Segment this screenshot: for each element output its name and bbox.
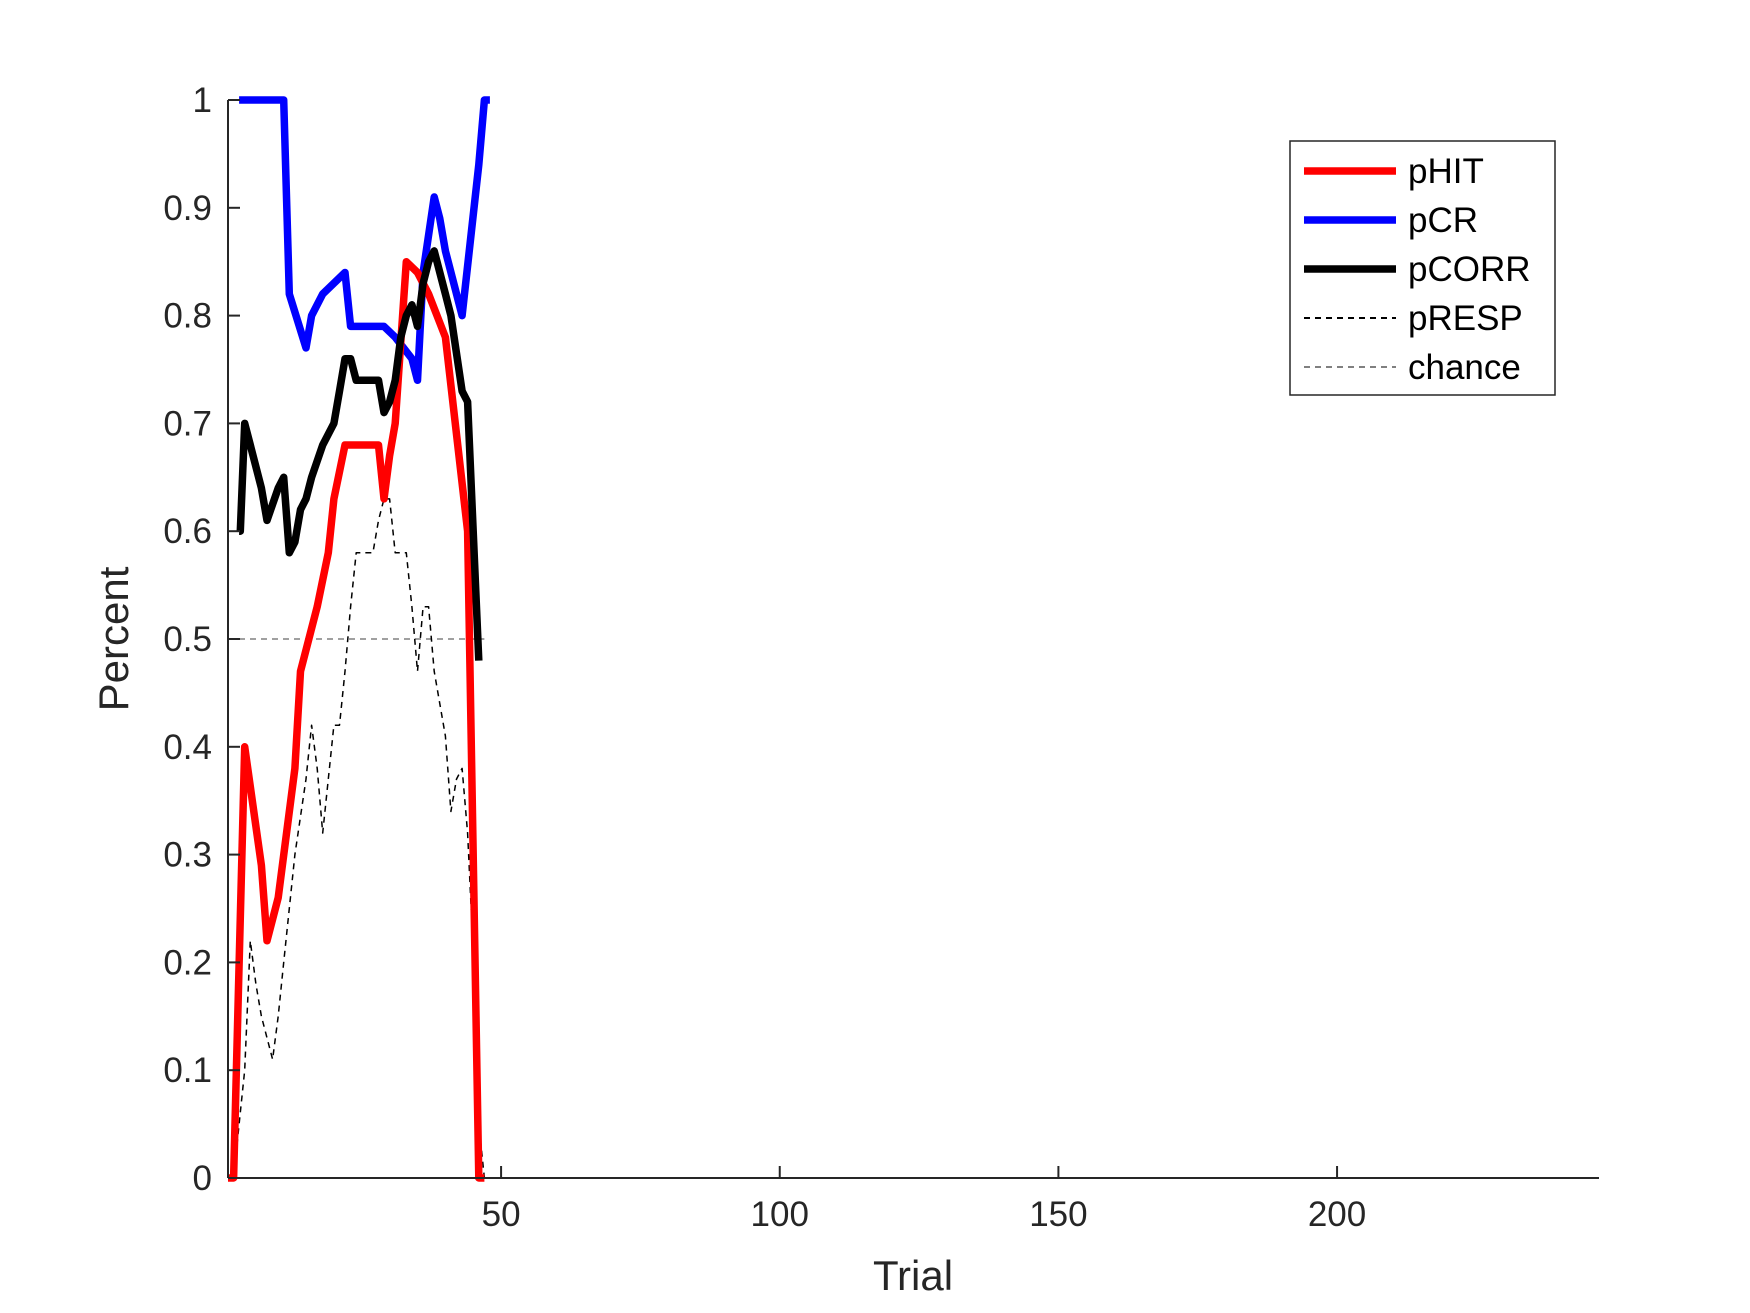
y-tick-label: 0.1: [163, 1051, 212, 1090]
y-tick-label: 0.5: [163, 620, 212, 659]
y-tick-label: 0.4: [163, 728, 212, 767]
y-tick-label: 0.3: [163, 836, 212, 875]
legend-label-presp: pRESP: [1408, 299, 1523, 338]
legend-label-phit: pHIT: [1408, 152, 1484, 191]
series-line-pcorr: [236, 247, 483, 661]
series-line-presp: [232, 498, 486, 1179]
y-tick-label: 0.9: [163, 189, 212, 228]
series-line-phit: [228, 257, 485, 1182]
y-tick-label: 0: [193, 1159, 212, 1198]
y-ticks: 0 0.1 0.2 0.3 0.4 0.5 0.6 0.7 0.8 0.9 1: [163, 81, 240, 1198]
y-tick-label: 0.7: [163, 404, 212, 443]
x-tick-label: 50: [482, 1195, 521, 1234]
x-tick-label: 200: [1308, 1195, 1366, 1234]
y-tick-label: 0.8: [163, 297, 212, 336]
x-ticks: 50 100 150 200: [482, 1166, 1366, 1234]
x-axis-label: Trial: [873, 1252, 953, 1299]
y-tick-label: 0.6: [163, 512, 212, 551]
y-axis-label: Percent: [90, 566, 137, 711]
legend-label-pcr: pCR: [1408, 201, 1478, 240]
legend: pHIT pCR pCORR pRESP chance: [1289, 140, 1556, 396]
y-tick-label: 0.2: [163, 943, 212, 982]
x-tick-label: 150: [1029, 1195, 1087, 1234]
legend-label-pcorr: pCORR: [1408, 250, 1531, 289]
legend-label-chance: chance: [1408, 348, 1521, 387]
series-line-pcr: [239, 96, 490, 385]
y-tick-label: 1: [193, 81, 212, 120]
x-tick-label: 100: [751, 1195, 809, 1234]
plot-lines: [228, 96, 490, 1182]
